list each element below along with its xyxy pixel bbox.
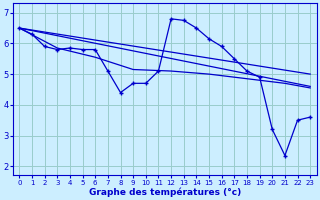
X-axis label: Graphe des températures (°c): Graphe des températures (°c) <box>89 187 241 197</box>
